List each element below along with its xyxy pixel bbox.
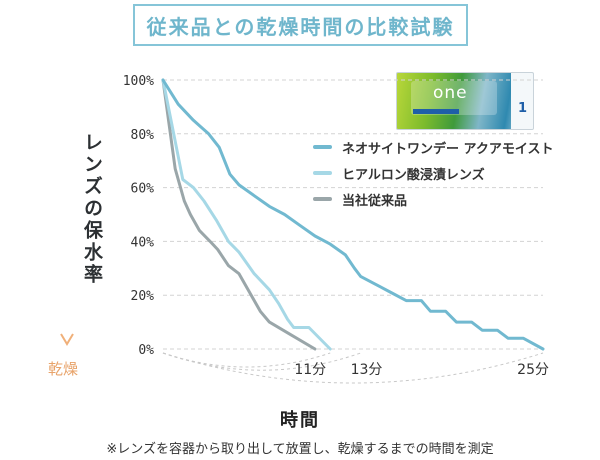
legend-item: 当社従来品 — [313, 186, 554, 212]
chart-title: 従来品との乾燥時間の比較試験 — [133, 4, 468, 46]
legend: ネオサイトワンデー アクアモイスト ヒアルロン酸浸漬レンズ 当社従来品 — [313, 134, 554, 212]
y-tick-label: 60% — [131, 182, 155, 197]
y-tick-label: 100% — [123, 74, 154, 89]
series-line — [161, 78, 545, 351]
y-tick-label: 40% — [131, 235, 155, 250]
x-axis-label: 時間 — [280, 410, 320, 431]
series-line — [161, 78, 332, 351]
grid-lines — [163, 79, 543, 350]
x-tick-label: 11分 — [294, 362, 326, 378]
series-line — [161, 78, 317, 351]
y-axis-label: レンズの保水率 — [81, 132, 103, 286]
legend-item: ネオサイトワンデー アクアモイスト — [313, 134, 554, 160]
product-brand-text: one — [433, 83, 468, 103]
legend-item: ヒアルロン酸浸漬レンズ — [313, 160, 554, 186]
x-tick-label: 25分 — [517, 362, 549, 378]
y-tick-labels: 100% 80% 60% 40% 20% 0% — [123, 74, 154, 358]
product-box-image: one 1 — [396, 72, 534, 130]
legend-swatch — [313, 171, 332, 175]
footnote: ※レンズを容器から取り出して放置し、乾燥するまでの時間を測定 — [106, 442, 494, 457]
arrow-head — [60, 333, 74, 346]
legend-swatch — [313, 145, 332, 149]
product-stripe — [413, 109, 459, 114]
y-tick-label: 80% — [131, 128, 155, 143]
product-box-end — [511, 73, 533, 129]
legend-label: ネオサイトワンデー アクアモイスト — [342, 141, 554, 157]
y-tick-label: 20% — [131, 289, 155, 304]
y-tick-label: 0% — [138, 343, 154, 358]
product-number: 1 — [517, 101, 527, 116]
x-tick-labels: 11分 13分 25分 — [294, 362, 549, 378]
time-arcs — [162, 352, 544, 384]
legend-label: 当社従来品 — [342, 193, 408, 209]
series-lines — [161, 78, 545, 351]
dry-label: 乾燥 — [48, 360, 79, 378]
y-direction-arrow — [60, 74, 74, 346]
x-tick-label: 13分 — [351, 362, 383, 378]
legend-swatch — [313, 197, 332, 201]
legend-label: ヒアルロン酸浸漬レンズ — [342, 167, 485, 183]
time-arc — [162, 352, 544, 384]
